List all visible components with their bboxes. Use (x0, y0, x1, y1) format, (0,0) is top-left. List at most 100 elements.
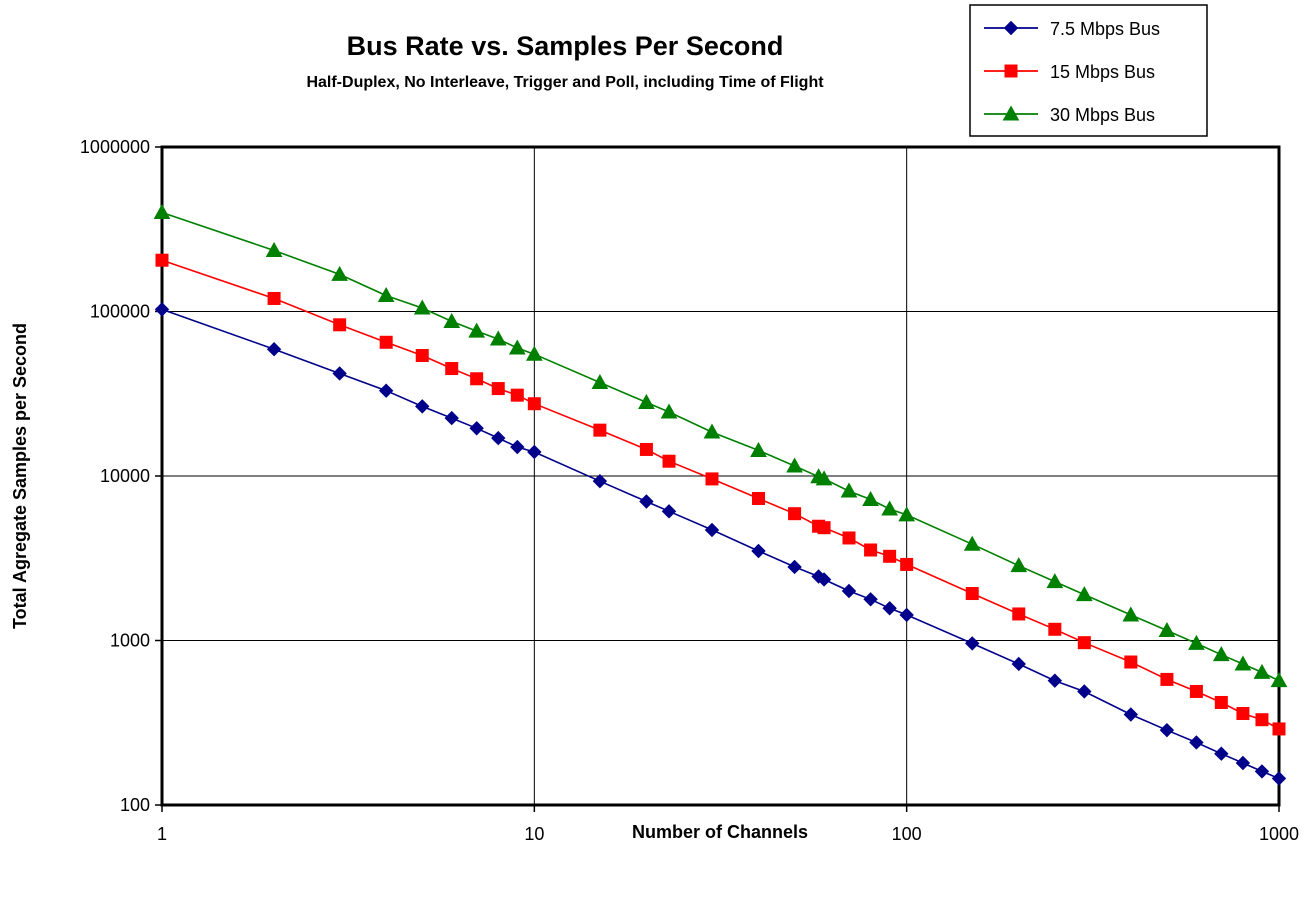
legend-label: 7.5 Mbps Bus (1050, 19, 1160, 39)
data-point (510, 388, 524, 402)
data-point (491, 430, 506, 446)
data-point (331, 265, 348, 281)
data-point (900, 557, 914, 571)
x-tick-label: 10 (524, 824, 544, 844)
data-point (1272, 722, 1286, 736)
data-point (1234, 655, 1252, 671)
data-point (592, 473, 608, 489)
data-point (787, 559, 802, 575)
data-point (415, 399, 430, 414)
axis-ticks: 1 10 100 1000 100 1000 10000 100000 1000000 (80, 137, 1299, 844)
data-point (527, 397, 541, 411)
data-point (1214, 695, 1228, 709)
data-point (1011, 656, 1026, 672)
data-point (470, 372, 484, 386)
data-point (1158, 621, 1176, 638)
y-tick-label: 10000 (100, 466, 150, 486)
data-point (1077, 684, 1092, 699)
data-point (1159, 722, 1175, 738)
data-point (662, 454, 676, 468)
legend-entry: 7.5 Mbps Bus (984, 19, 1160, 39)
data-point (898, 506, 916, 522)
data-point (1189, 684, 1203, 698)
data-point (881, 500, 898, 516)
data-point (882, 601, 897, 616)
data-point (840, 482, 858, 498)
data-point (265, 241, 283, 257)
data-point (841, 583, 857, 599)
data-point (1255, 713, 1269, 727)
data-point (703, 423, 721, 439)
data-point (864, 543, 878, 557)
data-point (752, 491, 766, 505)
legend-marker (1002, 105, 1020, 121)
data-point (1012, 607, 1026, 621)
data-point (639, 442, 653, 456)
y-tick-label: 1000 (110, 631, 150, 651)
data-point (154, 302, 170, 317)
data-point (445, 362, 459, 376)
series-line (161, 308, 1280, 780)
data-point (1235, 755, 1251, 771)
data-point (1075, 586, 1093, 602)
data-point (899, 607, 914, 623)
legend-marker (1004, 64, 1018, 78)
data-point (1236, 706, 1250, 720)
data-point (1046, 573, 1064, 589)
series-2 (155, 253, 1286, 736)
data-point (965, 587, 979, 601)
chart-subtitle: Half-Duplex, No Interleave, Trigger and … (306, 74, 824, 91)
x-axis-label: Number of Channels (632, 822, 808, 842)
legend-entry: 30 Mbps Bus (984, 105, 1155, 125)
series-layer (153, 203, 1288, 786)
series-line (161, 259, 1280, 730)
data-point (468, 322, 486, 338)
gridlines (162, 147, 1279, 805)
data-point (815, 470, 833, 486)
data-point (704, 522, 720, 538)
data-point (155, 253, 169, 267)
legend-entry: 15 Mbps Bus (984, 62, 1155, 82)
series-1 (154, 302, 1287, 786)
x-tick-label: 1 (157, 824, 167, 844)
data-point (525, 345, 543, 361)
data-point (378, 383, 394, 398)
data-point (1271, 771, 1287, 786)
data-point (639, 494, 654, 509)
data-point (751, 543, 766, 559)
data-point (883, 549, 897, 563)
data-point (379, 335, 393, 349)
y-tick-label: 100000 (90, 302, 150, 322)
data-point (332, 366, 347, 381)
data-point (413, 299, 431, 315)
data-point (491, 382, 505, 396)
data-point (469, 421, 484, 436)
data-point (1189, 735, 1204, 750)
y-tick-label: 1000000 (80, 137, 150, 157)
data-point (1254, 764, 1270, 779)
data-point (266, 341, 282, 357)
data-point (443, 312, 461, 328)
data-point (489, 330, 507, 346)
data-point (593, 423, 607, 437)
data-point (862, 490, 879, 506)
data-point (863, 592, 878, 607)
data-point (591, 374, 609, 390)
chart-title: Bus Rate vs. Samples Per Second (347, 31, 784, 61)
legend-label: 30 Mbps Bus (1050, 105, 1155, 125)
x-tick-label: 100 (892, 824, 922, 844)
data-point (527, 444, 542, 460)
data-point (1212, 646, 1230, 662)
data-point (638, 393, 655, 409)
y-axis-label: Total Agregate Samples per Second (10, 323, 30, 629)
series-line (161, 211, 1280, 682)
legend-marker (1003, 20, 1019, 36)
data-point (1160, 672, 1174, 686)
y-tick-label: 100 (120, 795, 150, 815)
data-point (1077, 636, 1091, 650)
data-point (965, 636, 980, 651)
data-point (1010, 557, 1028, 573)
data-point (1047, 673, 1063, 688)
data-point (1048, 622, 1062, 636)
